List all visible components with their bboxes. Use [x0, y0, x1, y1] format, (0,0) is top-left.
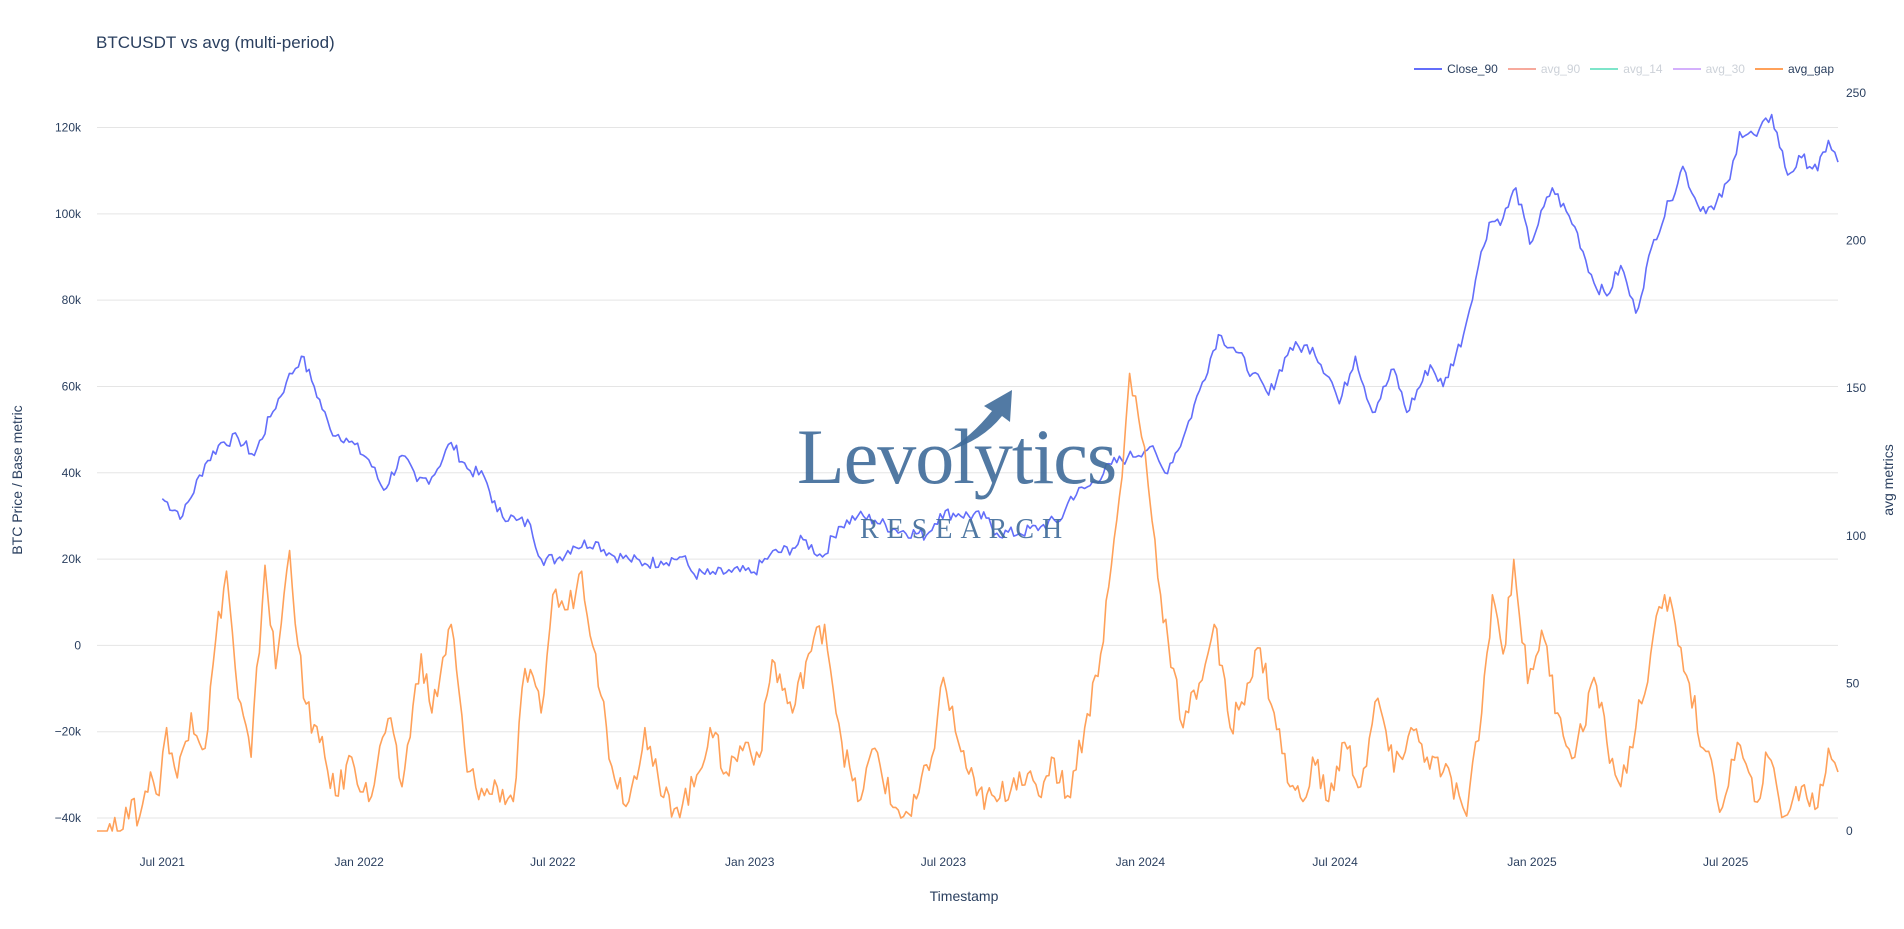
y-tick-label: −40k — [55, 811, 82, 825]
legend-label: avg_30 — [1705, 62, 1745, 76]
legend-swatch — [1672, 68, 1701, 70]
x-tick-label: Jan 2025 — [1507, 855, 1557, 869]
y2-tick-label: 50 — [1846, 676, 1860, 690]
y-tick-label: 100k — [55, 207, 82, 221]
legend-swatch — [1754, 68, 1783, 70]
series-line-avg_gap — [97, 372, 1839, 832]
x-tick-label: Jul 2025 — [1703, 855, 1749, 869]
y2-tick-label: 100 — [1846, 529, 1866, 543]
y-axis-ticks: 120k 100k 80k 60k 40k 20k 0 −20k −40k — [55, 121, 82, 826]
legend-label: Close_90 — [1447, 62, 1498, 76]
legend-swatch — [1507, 68, 1536, 70]
x-tick-label: Jan 2022 — [334, 855, 384, 869]
y2-tick-label: 250 — [1846, 86, 1866, 100]
y-tick-label: −20k — [55, 725, 82, 739]
y-tick-label: 0 — [74, 638, 81, 652]
y2-axis-ticks: 250 200 150 100 50 0 — [1846, 86, 1866, 838]
y2-tick-label: 150 — [1846, 381, 1866, 395]
series-line-Close_90 — [161, 113, 1839, 580]
legend-swatch — [1414, 68, 1443, 70]
y-tick-label: 40k — [62, 466, 82, 480]
x-axis-ticks: Jul 2021 Jan 2022 Jul 2022 Jan 2023 Jul 2023… — [140, 855, 1749, 869]
y2-tick-label: 200 — [1846, 234, 1866, 248]
legend-item-avg-14[interactable]: avg_14 — [1590, 62, 1663, 76]
y-tick-label: 60k — [62, 379, 82, 393]
x-tick-label: Jul 2022 — [530, 855, 576, 869]
legend-label: avg_14 — [1623, 62, 1663, 76]
series-lines — [97, 113, 1839, 832]
x-axis-title: Timestamp — [930, 888, 999, 904]
y-tick-label: 80k — [62, 293, 82, 307]
legend-item-avg-90[interactable]: avg_90 — [1507, 62, 1581, 76]
x-tick-label: Jul 2023 — [921, 855, 967, 869]
y2-axis-title: avg metrics — [1880, 444, 1896, 516]
x-tick-label: Jan 2024 — [1116, 855, 1166, 869]
legend-item-avg-gap[interactable]: avg_gap — [1754, 62, 1834, 76]
legend-swatch — [1590, 68, 1619, 70]
y2-tick-label: 0 — [1846, 824, 1853, 838]
legend: Close_90 avg_90 avg_14 avg_30 avg_gap — [1414, 62, 1834, 76]
x-tick-label: Jul 2024 — [1312, 855, 1358, 869]
x-tick-label: Jan 2023 — [725, 855, 775, 869]
x-tick-label: Jul 2021 — [140, 855, 186, 869]
legend-label: avg_gap — [1787, 62, 1834, 76]
y-axis-title: BTC Price / Base metric — [9, 405, 25, 554]
legend-label: avg_90 — [1540, 62, 1581, 76]
chart-title: BTCUSDT vs avg (multi-period) — [96, 33, 335, 52]
y-tick-label: 120k — [55, 121, 82, 135]
gridlines — [97, 127, 1838, 819]
legend-item-avg-30[interactable]: avg_30 — [1672, 62, 1745, 76]
legend-item-Close-90[interactable]: Close_90 — [1414, 62, 1498, 76]
y-tick-label: 20k — [62, 552, 82, 566]
